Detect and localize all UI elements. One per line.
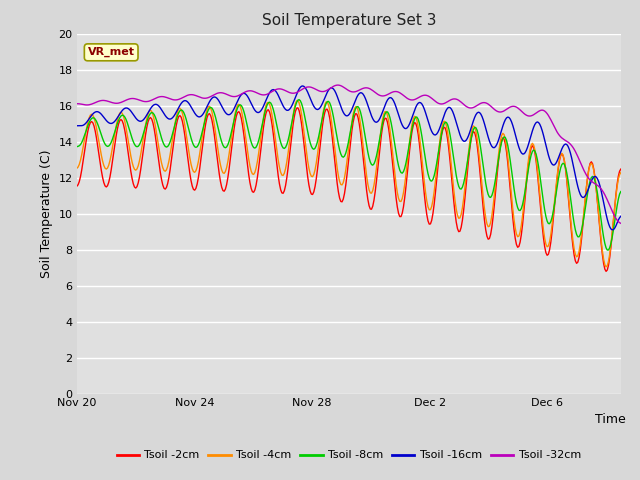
Y-axis label: Soil Temperature (C): Soil Temperature (C) bbox=[40, 149, 53, 278]
Legend: Tsoil -2cm, Tsoil -4cm, Tsoil -8cm, Tsoil -16cm, Tsoil -32cm: Tsoil -2cm, Tsoil -4cm, Tsoil -8cm, Tsoi… bbox=[112, 446, 586, 465]
Text: VR_met: VR_met bbox=[88, 47, 134, 58]
X-axis label: Time: Time bbox=[595, 413, 626, 426]
Title: Soil Temperature Set 3: Soil Temperature Set 3 bbox=[262, 13, 436, 28]
